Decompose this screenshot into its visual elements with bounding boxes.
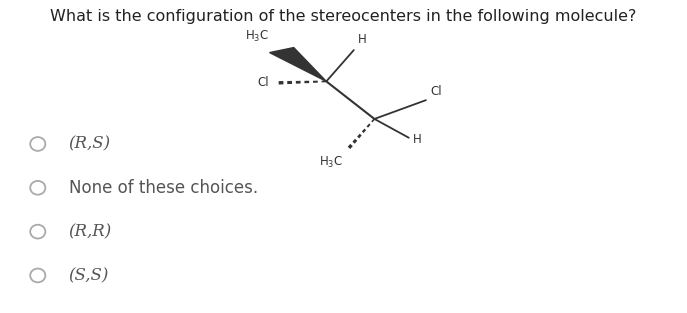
Text: H: H <box>413 133 422 146</box>
Text: (R,S): (R,S) <box>69 136 111 152</box>
Text: What is the configuration of the stereocenters in the following molecule?: What is the configuration of the stereoc… <box>50 9 637 24</box>
Text: Cl: Cl <box>430 85 442 98</box>
Text: H: H <box>358 33 367 46</box>
Text: H$_3$C: H$_3$C <box>319 155 344 170</box>
Text: (R,R): (R,R) <box>69 223 112 240</box>
Text: None of these choices.: None of these choices. <box>69 179 258 197</box>
Text: H$_3$C: H$_3$C <box>245 29 269 44</box>
Text: Cl: Cl <box>258 76 269 90</box>
Text: (S,S): (S,S) <box>69 267 109 284</box>
Polygon shape <box>269 48 326 81</box>
